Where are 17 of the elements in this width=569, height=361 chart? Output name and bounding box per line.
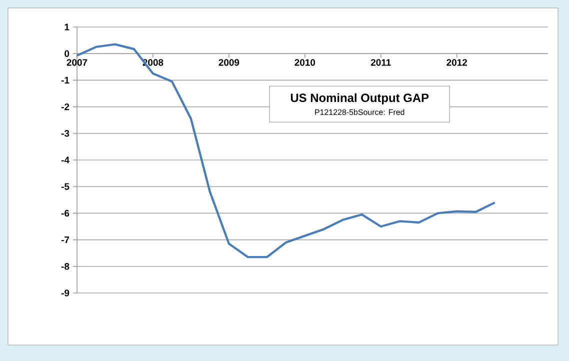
- y-tick-label: -2: [61, 103, 70, 110]
- y-tick-label: -6: [61, 210, 70, 217]
- x-tick-label: 2011: [370, 59, 391, 66]
- y-tick-label: 0: [64, 50, 70, 57]
- y-tick-label: -9: [61, 290, 70, 296]
- y-tick-label: -3: [61, 130, 70, 137]
- y-tick-label: -8: [61, 263, 70, 270]
- x-tick-label: 2012: [446, 59, 467, 66]
- x-tick-label: 2009: [218, 59, 240, 66]
- y-tick-label: -7: [61, 236, 70, 244]
- y-tick-label: -4: [61, 156, 70, 164]
- x-tick-label: 2007: [66, 59, 88, 66]
- y-tick-label: 1: [64, 24, 70, 30]
- x-tick-label: 2010: [294, 59, 316, 66]
- text: US Nominal Output GAP: [290, 93, 429, 104]
- y-tick-label: -1: [61, 76, 70, 84]
- y-tick-label: -5: [61, 183, 70, 190]
